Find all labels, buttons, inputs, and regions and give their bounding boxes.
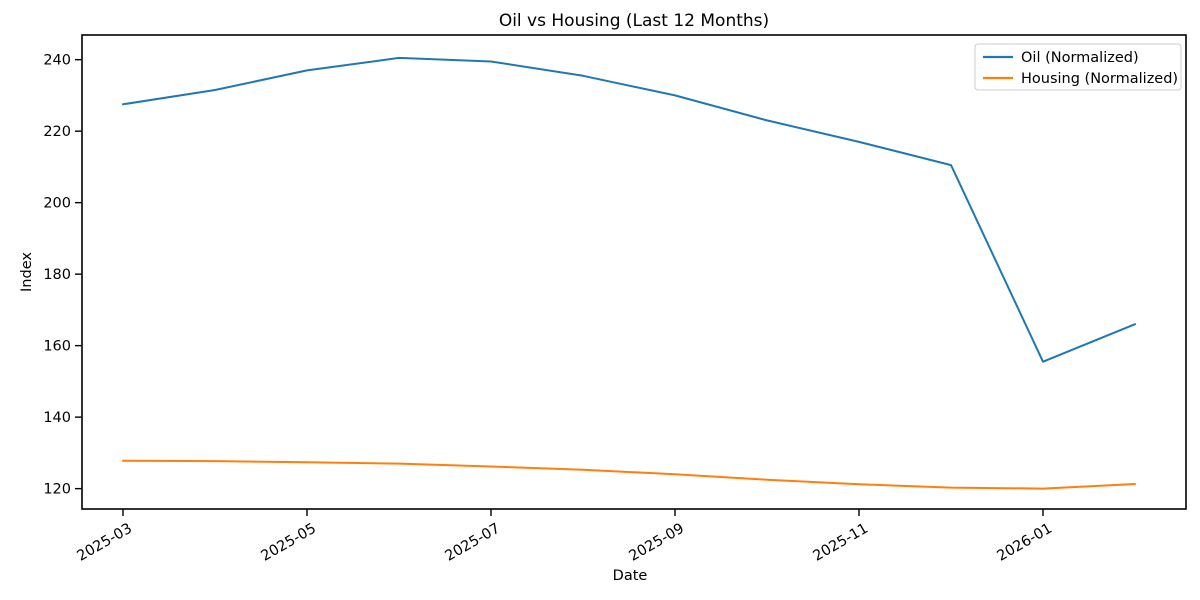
y-tick-label: 220 <box>43 124 71 140</box>
y-tick-label: 120 <box>43 482 71 498</box>
legend-label: Oil (Normalized) <box>1021 50 1139 66</box>
plot-border <box>81 34 1187 510</box>
x-tick-label: 2025-11 <box>811 521 871 565</box>
x-tick-label: 2025-05 <box>259 521 319 565</box>
chart-title: Oil vs Housing (Last 12 Months) <box>499 11 769 31</box>
series-housing-normalized <box>122 459 1136 490</box>
y-tick-label: 160 <box>43 339 71 355</box>
y-tick-label: 140 <box>43 410 71 426</box>
series-oil-normalized <box>122 56 1136 363</box>
x-tick-label: 2025-09 <box>627 521 687 565</box>
plot-area: 120 140 160 180 200 220 240 2025-03 2025-05 2025-… <box>43 34 1187 565</box>
x-tick-label: 2026-01 <box>995 521 1055 565</box>
legend-box <box>974 43 1182 91</box>
y-tick-label: 200 <box>43 196 71 212</box>
legend-label: Housing (Normalized) <box>1021 71 1178 87</box>
y-tick-label: 180 <box>43 267 71 283</box>
x-axis-label: Date <box>613 568 648 584</box>
y-axis-label: Index <box>19 252 35 292</box>
x-tick-label: 2025-03 <box>75 521 135 565</box>
x-tick-label: 2025-07 <box>443 521 503 565</box>
y-tick-label: 240 <box>43 53 71 69</box>
